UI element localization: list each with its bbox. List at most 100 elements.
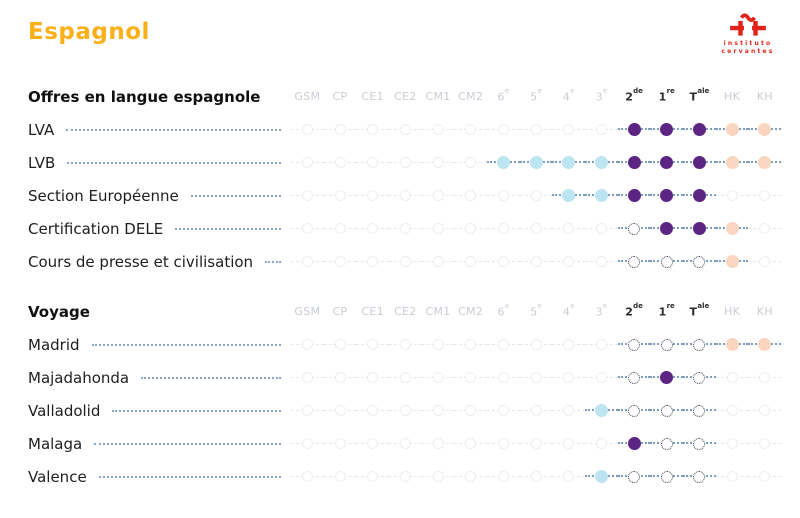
dot-none xyxy=(334,405,346,416)
dot-none xyxy=(301,256,313,267)
cell-section-europ-enne-cm2 xyxy=(454,179,487,212)
cell-majadahonda-kh xyxy=(748,361,781,394)
dot-none xyxy=(432,124,444,135)
dot-none xyxy=(367,471,379,482)
dot-none xyxy=(465,471,477,482)
dot-peach xyxy=(758,123,772,136)
cell-cours-de-presse-et-civilisation-hk xyxy=(715,245,749,278)
leader-line xyxy=(112,409,281,412)
dot-blue xyxy=(594,404,608,417)
column-header-ce2: CE2 xyxy=(394,89,417,103)
dot-dashed xyxy=(628,255,641,268)
dot-none xyxy=(530,124,542,135)
cell-certification-dele-ce2 xyxy=(389,212,422,245)
row-label: Malaga xyxy=(28,434,83,453)
row-certification-dele: Certification DELE xyxy=(28,212,781,245)
cell-cours-de-presse-et-civilisation-1re xyxy=(650,245,683,278)
cell-malaga-5e xyxy=(519,427,553,460)
cell-madrid-ce1 xyxy=(356,328,389,361)
cell-valence-tale xyxy=(683,460,716,493)
dot-dashed xyxy=(693,470,706,483)
cell-section-europ-enne-tale xyxy=(683,179,716,212)
cell-valence-cm1 xyxy=(421,460,455,493)
cell-valence-hk xyxy=(715,460,749,493)
cell-valladolid-cm2 xyxy=(454,394,487,427)
dot-none xyxy=(334,372,346,383)
cell-valladolid-tale xyxy=(683,394,716,427)
column-header-kh: KH xyxy=(756,89,773,103)
cell-section-europ-enne-6e xyxy=(487,179,520,212)
dot-none xyxy=(432,405,444,416)
row-label: Majadahonda xyxy=(28,368,130,387)
cell-lva-3e xyxy=(585,113,618,146)
column-header-3e: 3e xyxy=(595,86,608,104)
column-header-5e: 5e xyxy=(530,86,542,104)
dot-none xyxy=(432,471,444,482)
cell-madrid-6e xyxy=(487,328,520,361)
dot-none xyxy=(301,372,313,383)
dot-none xyxy=(759,405,771,416)
dot-purple xyxy=(627,123,641,136)
row-madrid: Madrid xyxy=(28,328,781,361)
dot-none xyxy=(367,157,379,168)
dot-none xyxy=(563,471,575,482)
cell-section-europ-enne-5e xyxy=(519,179,553,212)
dot-purple xyxy=(660,156,674,169)
dot-none xyxy=(334,256,346,267)
dot-dashed xyxy=(628,404,641,417)
dot-none xyxy=(301,438,313,449)
dot-blue xyxy=(594,156,608,169)
cell-lva-4e xyxy=(552,113,585,146)
column-header-4e: 4e xyxy=(562,86,575,104)
dot-none xyxy=(334,190,346,201)
cell-malaga-cm1 xyxy=(421,427,455,460)
cell-malaga-3e xyxy=(585,427,618,460)
leader-line xyxy=(66,128,281,131)
dot-dashed xyxy=(660,338,673,351)
dot-none xyxy=(367,438,379,449)
dot-purple xyxy=(627,156,641,169)
dot-none xyxy=(399,372,411,383)
cell-cours-de-presse-et-civilisation-cm1 xyxy=(421,245,455,278)
dot-none xyxy=(530,256,542,267)
cell-valence-5e xyxy=(519,460,553,493)
dot-blue xyxy=(496,156,510,169)
row-cours-de-presse-et-civilisation: Cours de presse et civilisation xyxy=(28,245,781,278)
cell-majadahonda-cm2 xyxy=(454,361,487,394)
column-header-3e: 3e xyxy=(595,301,608,319)
column-header-6e: 6e xyxy=(497,301,510,319)
cell-cours-de-presse-et-civilisation-gsm xyxy=(291,245,324,278)
dot-none xyxy=(399,339,411,350)
cell-madrid-hk xyxy=(715,328,749,361)
cell-certification-dele-1re xyxy=(650,212,683,245)
dot-cells xyxy=(291,179,781,212)
cell-certification-dele-gsm xyxy=(291,212,324,245)
row-label: LVA xyxy=(28,120,55,139)
dot-dashed xyxy=(693,371,706,384)
cell-valladolid-2de xyxy=(617,394,651,427)
dot-cells xyxy=(291,245,781,278)
dot-dashed xyxy=(660,404,673,417)
dot-none xyxy=(301,223,313,234)
cell-certification-dele-tale xyxy=(683,212,716,245)
logo-text-line2: cervantes xyxy=(721,48,775,55)
cell-lvb-5e xyxy=(519,146,553,179)
page-title: Espagnol xyxy=(28,19,150,45)
leader-line xyxy=(190,194,281,197)
cell-certification-dele-6e xyxy=(487,212,520,245)
dot-none xyxy=(301,124,313,135)
cell-valence-3e xyxy=(585,460,618,493)
row-label: Section Européenne xyxy=(28,186,179,205)
cell-valence-4e xyxy=(552,460,585,493)
column-header-gsm: GSM xyxy=(294,89,321,103)
row-label: Valence xyxy=(28,467,87,486)
dot-purple xyxy=(627,437,641,450)
column-header-1re: 1re xyxy=(658,301,675,319)
section-voyage: Voyage GSM CP CE1 CE2 CM1 CM2 6e 5e 4e 3e 2de 1re Tal… xyxy=(28,295,781,493)
cell-madrid-cp xyxy=(323,328,357,361)
dot-peach xyxy=(725,255,739,268)
dot-purple xyxy=(692,123,706,136)
cell-section-europ-enne-ce2 xyxy=(389,179,422,212)
section-offres-en-langue-espagnole: Offres en langue espagnole GSM CP CE1 CE2 CM1… xyxy=(28,80,781,278)
cell-section-europ-enne-3e xyxy=(585,179,618,212)
